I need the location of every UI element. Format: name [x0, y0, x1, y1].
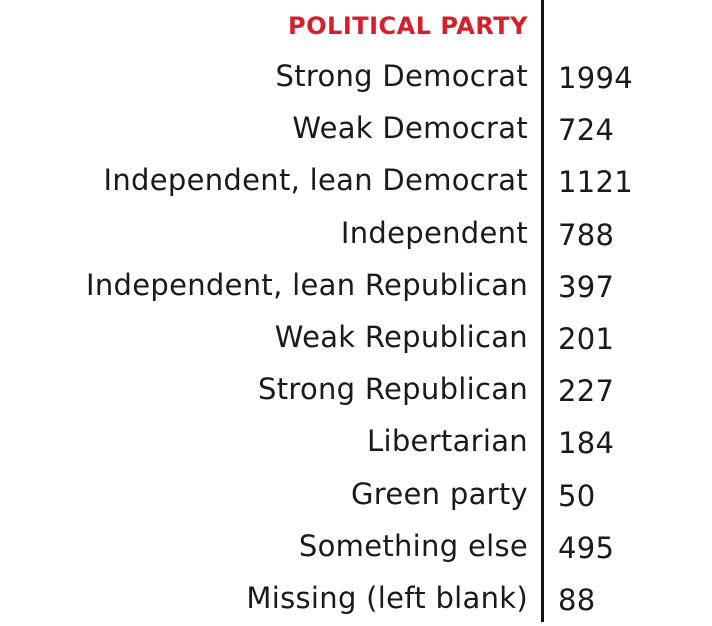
- row-value: 50: [558, 478, 596, 513]
- table-row: Independent, lean Republican 397: [0, 259, 712, 311]
- row-value: 724: [558, 113, 615, 148]
- table-row: Independent 788: [0, 207, 712, 259]
- row-value: 1994: [558, 61, 634, 95]
- row-label: Green party: [351, 476, 528, 511]
- table-row: Strong Republican 227: [0, 363, 712, 415]
- table-row: Independent, lean Democrat 1121: [0, 154, 712, 206]
- row-label: Independent: [340, 215, 528, 250]
- row-value: 201: [558, 321, 615, 356]
- row-label: Something else: [298, 528, 528, 563]
- row-value: 227: [558, 374, 615, 409]
- row-label: Independent, lean Republican: [85, 267, 528, 302]
- table-body: Strong Democrat 1994 Weak Democrat 724 I…: [0, 50, 712, 624]
- row-label: Strong Democrat: [275, 59, 528, 93]
- row-label: Independent, lean Democrat: [103, 163, 528, 198]
- column-divider: [541, 0, 544, 622]
- table-row: Weak Democrat 724: [0, 102, 712, 154]
- row-value: 397: [558, 269, 615, 304]
- table-row: Green party 50: [0, 468, 712, 520]
- table-row: Strong Democrat 1994: [0, 50, 712, 102]
- row-value: 184: [558, 426, 615, 461]
- table-header: POLITICAL PARTY: [288, 12, 528, 40]
- row-label: Missing (left blank): [246, 580, 528, 615]
- row-value: 495: [558, 530, 615, 565]
- row-value: 1121: [558, 165, 634, 200]
- row-label: Libertarian: [367, 424, 528, 459]
- row-label: Weak Republican: [274, 319, 528, 354]
- table-row: Missing (left blank) 88: [0, 572, 712, 624]
- row-value: 88: [558, 582, 596, 617]
- row-label: Strong Republican: [257, 372, 528, 407]
- table-row: Libertarian 184: [0, 415, 712, 467]
- table-row: Something else 495: [0, 520, 712, 572]
- table-row: Weak Republican 201: [0, 311, 712, 363]
- row-label: Weak Democrat: [292, 111, 528, 146]
- row-value: 788: [558, 217, 615, 252]
